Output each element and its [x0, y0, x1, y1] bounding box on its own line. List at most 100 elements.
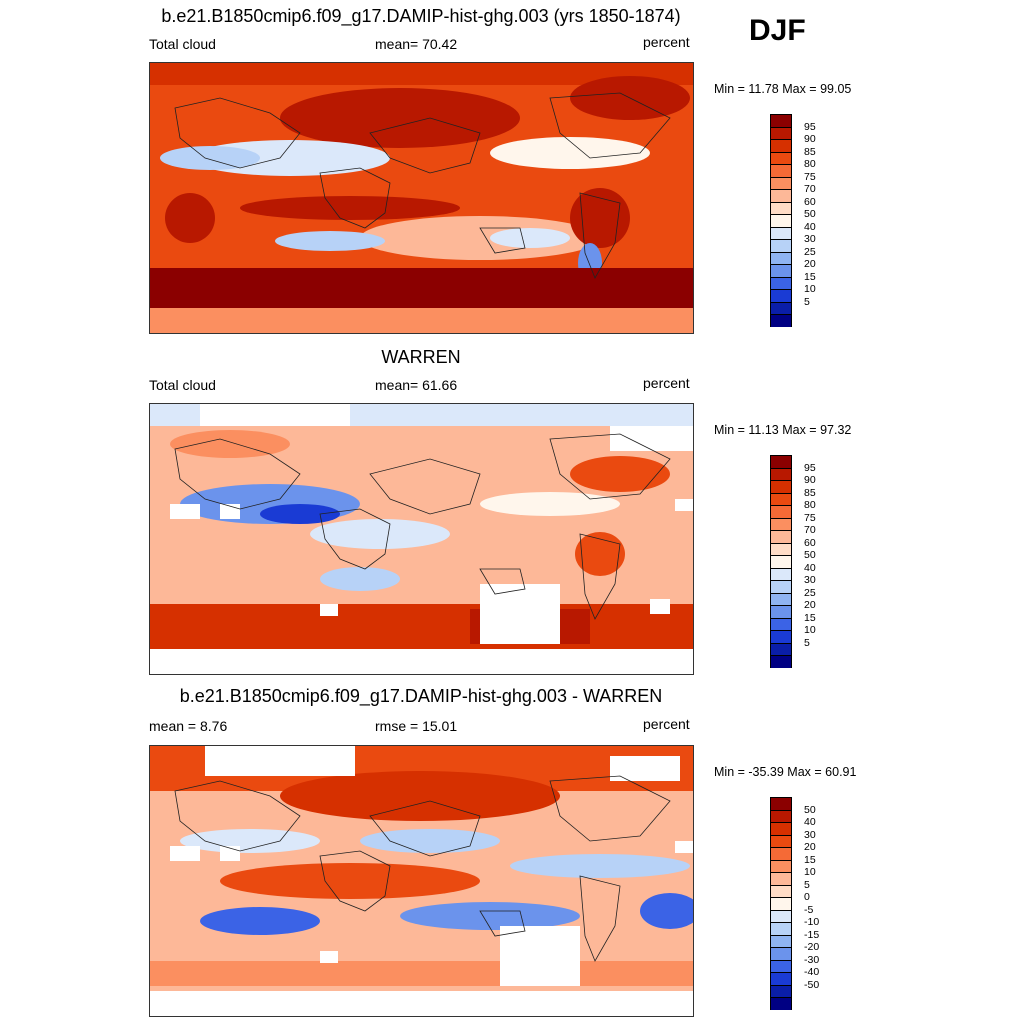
colorbar-swatch — [770, 126, 792, 139]
colorbar-swatch — [770, 164, 792, 177]
colorbar-tick-label: 5 — [804, 878, 810, 891]
panel-3-map — [149, 745, 694, 1017]
colorbar-swatch — [770, 872, 792, 885]
colorbar-tick-label: -20 — [804, 941, 820, 953]
colorbar-tick-label: 15 — [804, 611, 816, 624]
colorbar-tick-label: 25 — [804, 586, 816, 599]
colorbar-swatch — [770, 226, 792, 239]
colorbar-swatch — [770, 592, 792, 605]
colorbar-swatch — [770, 822, 792, 835]
colorbar-tick-label: 50 — [804, 803, 816, 816]
colorbar-swatch — [770, 492, 792, 505]
colorbar-tick-label: 70 — [804, 183, 816, 195]
panel-1-map — [149, 62, 694, 334]
colorbar-swatch — [770, 809, 792, 822]
colorbar-tick-label: -10 — [804, 916, 820, 928]
panel-2-right-label: percent — [643, 375, 690, 391]
colorbar-tick-label: 5 — [804, 295, 810, 308]
colorbar-swatch — [770, 555, 792, 568]
colorbar-tick-label: 70 — [804, 524, 816, 536]
colorbar-swatch — [770, 214, 792, 227]
colorbar-swatch — [770, 455, 792, 468]
colorbar-swatch — [770, 301, 792, 314]
colorbar-tick-label: 10 — [804, 624, 816, 636]
panel-1-title: b.e21.B1850cmip6.f09_g17.DAMIP-hist-ghg.… — [161, 6, 681, 26]
panel-1-colorbar: 95 90 85 80 75 70 60 50 40 30 25 20 15 10 5 — [770, 114, 816, 327]
panel-3-title: b.e21.B1850cmip6.f09_g17.DAMIP-hist-ghg.… — [179, 686, 663, 706]
colorbar-tick-label: 10 — [804, 866, 816, 878]
colorbar-swatch — [770, 934, 792, 947]
colorbar-tick-label: 75 — [804, 170, 816, 183]
colorbar-swatch — [770, 797, 792, 810]
colorbar-tick-label: 25 — [804, 245, 816, 258]
colorbar-tick-label: 80 — [804, 158, 816, 170]
colorbar-tick-label: 95 — [804, 120, 816, 133]
colorbar-swatch — [770, 859, 792, 872]
colorbar-swatch — [770, 605, 792, 618]
panel-3-minmax: Min = -35.39 Max = 60.91 — [714, 765, 857, 779]
colorbar-tick-label: -40 — [804, 966, 820, 978]
panel-2-minmax: Min = 11.13 Max = 97.32 — [714, 423, 852, 437]
colorbar-swatch — [770, 897, 792, 910]
colorbar-swatch — [770, 542, 792, 555]
colorbar-swatch — [770, 276, 792, 289]
colorbar-swatch — [770, 264, 792, 277]
colorbar-swatch — [770, 189, 792, 202]
colorbar-swatch — [770, 997, 792, 1010]
colorbar-tick-label: 50 — [804, 208, 816, 220]
colorbar-swatch — [770, 176, 792, 189]
panel-2-title: WARREN — [381, 347, 461, 367]
colorbar-tick-label: 20 — [804, 599, 816, 611]
colorbar-swatch — [770, 580, 792, 593]
colorbar-tick-label: 50 — [804, 549, 816, 561]
colorbar-swatch — [770, 922, 792, 935]
colorbar-swatch — [770, 959, 792, 972]
colorbar-swatch — [770, 655, 792, 668]
colorbar-tick-label: 30 — [804, 828, 816, 841]
colorbar-tick-label: 40 — [804, 220, 816, 233]
colorbar-tick-label: 60 — [804, 195, 816, 208]
colorbar-swatch — [770, 467, 792, 480]
panel-1-right-label: percent — [643, 34, 690, 50]
colorbar-swatch — [770, 289, 792, 302]
colorbar-swatch — [770, 239, 792, 252]
panel-3-center-label: rmse = 15.01 — [375, 718, 458, 734]
colorbar-tick-label: 10 — [804, 283, 816, 295]
colorbar-tick-label: 30 — [804, 233, 816, 245]
colorbar-tick-label: 90 — [804, 474, 816, 486]
panel-1-center-label: mean= 70.42 — [375, 36, 458, 52]
colorbar-swatch — [770, 139, 792, 152]
colorbar-tick-label: 15 — [804, 853, 816, 866]
colorbar-tick-label: 80 — [804, 499, 816, 511]
panel-2-colorbar: 95 90 85 80 75 70 60 50 40 30 25 20 15 10 5 — [770, 455, 816, 668]
colorbar-tick-label: 0 — [804, 891, 810, 903]
colorbar-swatch — [770, 505, 792, 518]
colorbar-swatch — [770, 480, 792, 493]
colorbar-tick-label: -15 — [804, 928, 820, 941]
colorbar-tick-label: 20 — [804, 841, 816, 853]
colorbar-tick-label: 75 — [804, 511, 816, 524]
colorbar-swatch — [770, 884, 792, 897]
colorbar-swatch — [770, 530, 792, 543]
colorbar-swatch — [770, 251, 792, 264]
season-label: DJF — [749, 14, 806, 47]
colorbar-swatch — [770, 517, 792, 530]
panel-1-minmax: Min = 11.78 Max = 99.05 — [714, 82, 852, 96]
colorbar-swatch — [770, 847, 792, 860]
colorbar-tick-label: 85 — [804, 145, 816, 158]
panel-1-left-label: Total cloud — [149, 36, 216, 52]
panel-2-left-label: Total cloud — [149, 377, 216, 393]
colorbar-tick-label: 20 — [804, 258, 816, 270]
panel-2-map — [149, 403, 694, 675]
colorbar-swatch — [770, 114, 792, 127]
colorbar-tick-label: 85 — [804, 486, 816, 499]
panel-3-right-label: percent — [643, 716, 690, 732]
colorbar-tick-label: 40 — [804, 561, 816, 574]
panel-3-left-label: mean = 8.76 — [149, 718, 228, 734]
colorbar-swatch — [770, 642, 792, 655]
colorbar-swatch — [770, 617, 792, 630]
colorbar-tick-label: -30 — [804, 953, 820, 966]
colorbar-tick-label: 90 — [804, 133, 816, 145]
colorbar-tick-label: 30 — [804, 574, 816, 586]
colorbar-swatch — [770, 909, 792, 922]
